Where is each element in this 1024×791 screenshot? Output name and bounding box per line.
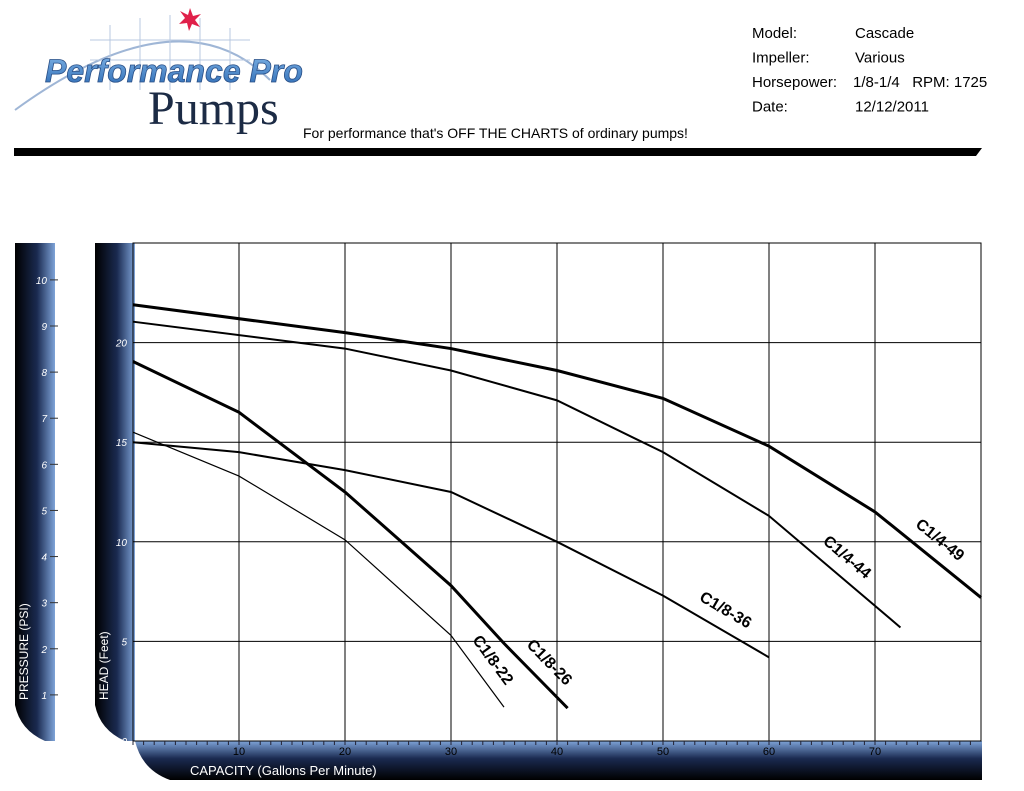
spec-value: 12/12/2011	[855, 99, 929, 116]
x-tick-label: 30	[445, 746, 457, 758]
curve	[132, 441, 770, 659]
x-tick-label: 20	[339, 746, 351, 758]
head-bar	[95, 243, 135, 741]
x-tick-label: 50	[657, 746, 669, 758]
x-tick-label: 60	[763, 746, 775, 758]
spec-key: Date:	[752, 99, 788, 116]
y2-tick-label: 7	[41, 414, 47, 425]
brand-bottom: Pumps	[148, 82, 279, 135]
spec-value: Cascade	[855, 25, 914, 42]
curve-label: C1/8-26	[523, 637, 575, 690]
spec-key: Horsepower:	[752, 74, 837, 91]
y2-tick-label: 5	[41, 506, 47, 517]
curve-label: C1/4-44	[819, 533, 873, 583]
spec-key: Impeller:	[752, 50, 810, 67]
y2-tick-label: 10	[36, 276, 48, 287]
y2-tick-label: 9	[41, 322, 47, 333]
curve	[132, 320, 902, 629]
y2-axis-label: PRESSURE (PSI)	[17, 603, 31, 700]
x-tick-label: 10	[233, 746, 245, 758]
x-tick-label: 40	[551, 746, 563, 758]
spec-value: 1/8-1/4 RPM: 1725	[853, 74, 987, 91]
spec-value: Various	[855, 50, 905, 67]
pressure-bar	[15, 243, 55, 741]
curve-label: C1/8-36	[696, 589, 754, 632]
curve	[132, 360, 569, 710]
curve-label: C1/8-22	[469, 632, 517, 688]
y-tick-label: 5	[121, 637, 127, 648]
curve	[132, 431, 505, 708]
spec-key: Model:	[752, 25, 797, 42]
x-axis-label: CAPACITY (Gallons Per Minute)	[190, 763, 377, 778]
y2-tick-label: 1	[41, 691, 47, 702]
y-axis-label: HEAD (Feet)	[97, 631, 111, 700]
tagline: For performance that's OFF THE CHARTS of…	[303, 125, 688, 141]
y2-tick-label: 2	[40, 645, 47, 656]
y-tick-label: 20	[115, 339, 128, 350]
y-tick-label: 15	[116, 438, 128, 449]
y2-tick-label: 3	[41, 599, 47, 610]
y2-tick-label: 4	[41, 553, 47, 564]
x-tick-label: 70	[869, 746, 881, 758]
spec-table: Model: Cascade Impeller: Various Horsepower:…	[752, 25, 987, 116]
header-rule	[14, 148, 982, 156]
logo: Performance Pro Pumps	[14, 8, 303, 135]
y-tick-label: 10	[116, 538, 128, 549]
y-tick-label: 0	[121, 737, 127, 748]
brand-top: Performance Pro	[45, 53, 303, 89]
capacity-bar	[135, 741, 982, 780]
curve-label: C1/4-49	[912, 516, 967, 565]
curve	[132, 303, 982, 599]
y2-tick-label: 6	[41, 460, 47, 471]
y2-tick-label: 8	[41, 368, 47, 379]
